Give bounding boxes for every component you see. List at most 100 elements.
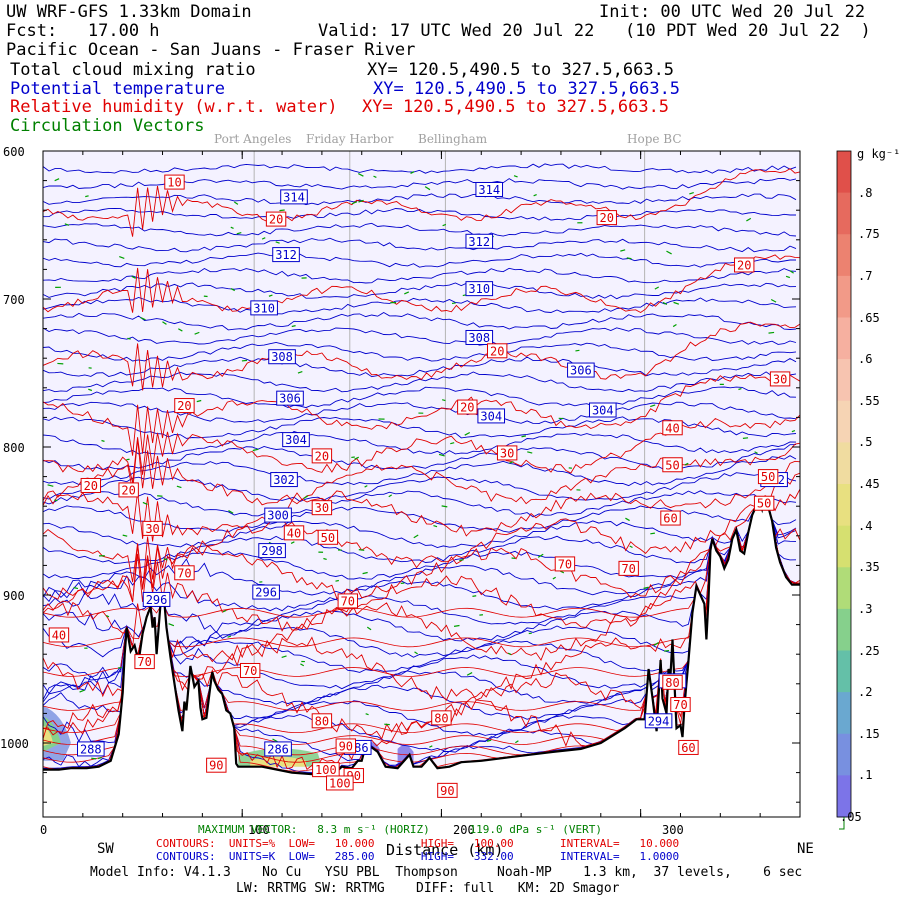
theta-contour-label: 302 (273, 473, 295, 487)
theta-contour (43, 501, 797, 548)
rh-contour-label: 30 (315, 501, 329, 515)
circulation-vector (459, 559, 464, 562)
circulation-vector (486, 739, 492, 742)
rh-contour-label-box (662, 674, 683, 690)
circulation-vector (666, 250, 672, 255)
physics-info: LW: RRTMG SW: RRTMG DIFF: full KM: 2D Sm… (236, 881, 620, 896)
circulation-vector (366, 626, 372, 631)
ne-label: NE (797, 841, 814, 857)
rh-contour-label-box (311, 713, 333, 729)
theta-contour (43, 222, 797, 237)
circulation-vector (364, 485, 368, 488)
rh-contour-label-box (437, 782, 458, 798)
theta-contour-label-box (475, 181, 504, 197)
theta-contour-label: 312 (275, 248, 297, 262)
rh-contour-label: 70 (177, 566, 191, 580)
rh-contour-label: 20 (84, 479, 98, 493)
circulation-vector (429, 745, 433, 748)
colorbar-label: .8 (858, 185, 873, 200)
circulation-vector (140, 317, 146, 321)
rh-contour-label-box (239, 662, 261, 678)
forecast-hour: Fcst: 17.00 h (6, 21, 160, 41)
rh-contour-label-box (311, 448, 333, 464)
rh-contour-label: 70 (621, 562, 635, 576)
x-tick-label: 0 (40, 823, 48, 837)
field-theta-label: Potential temperature (10, 79, 225, 99)
rh-contour-label: 70 (243, 664, 257, 678)
circulation-vector (290, 541, 295, 544)
circulation-vector (268, 294, 273, 297)
rh-contour-label: 20 (315, 449, 329, 463)
rh-contour-label-box (142, 520, 163, 536)
rh-contour-label: 100 (329, 776, 351, 790)
circulation-vector (358, 549, 365, 551)
circulation-vector (789, 270, 794, 274)
theta-contour-label: 304 (285, 433, 307, 447)
rh-contour-label-box (496, 445, 518, 461)
circulation-vector (119, 255, 125, 259)
circulation-vector (358, 199, 364, 203)
y-tick-label: 600 (3, 145, 25, 159)
x-tick-label: 200 (453, 823, 475, 837)
theta-contour (43, 490, 797, 518)
y-tick-label: 800 (3, 441, 25, 455)
rh-contour (43, 168, 800, 237)
rh-contour-label-box (80, 477, 102, 493)
rh-contour-label-box (206, 757, 227, 773)
circulation-vector (684, 462, 689, 466)
valid-time: Valid: 17 UTC Wed 20 Jul 22 (10 PDT Wed … (318, 21, 871, 41)
circulation-vector (351, 201, 358, 205)
circulation-vector (507, 652, 512, 656)
circulation-vector (176, 485, 182, 489)
circulation-vector (388, 494, 393, 498)
theta-contour-label-box (567, 362, 595, 378)
field-vectors-label: Circulation Vectors (10, 116, 205, 136)
theta-contour-label: 294 (648, 714, 670, 728)
theta-contour-label: 312 (468, 235, 490, 249)
theta-contour-label: 314 (283, 190, 305, 204)
circulation-vector (689, 191, 694, 195)
theta-contour-label: 310 (253, 301, 275, 315)
colorbar-swatch (837, 317, 851, 360)
circulation-vector (410, 171, 415, 174)
circulation-vector (131, 275, 136, 279)
colorbar-label: .5 (858, 435, 873, 450)
rh-contour-label: 60 (681, 741, 695, 755)
x-tick-label: 300 (662, 823, 684, 837)
theta-contour-label: 308 (271, 350, 293, 364)
theta-contour-label-box (282, 432, 310, 448)
field-cloud-xy: XY= 120.5,490.5 to 327.5,663.5 (367, 60, 675, 80)
circulation-vector (373, 175, 377, 179)
rh-contour-label-box (326, 775, 354, 791)
colorbar-label: .75 (858, 227, 880, 242)
rh-contour-label-box (734, 257, 755, 273)
colorbar-swatch (837, 234, 851, 277)
colorbar-swatch (837, 359, 851, 402)
colorbar-swatch (837, 400, 851, 443)
rh-contour-label: 30 (145, 522, 159, 536)
theta-contour (43, 163, 797, 174)
circulation-vector (433, 524, 438, 528)
rh-contour-label-box (487, 343, 508, 359)
rh-contour-label: 80 (315, 714, 329, 728)
rh-contour-label: 40 (665, 421, 679, 435)
rh-contour-label: 40 (52, 628, 66, 642)
colorbar-swatch (837, 608, 851, 651)
rh-contour-label: 60 (663, 512, 677, 526)
theta-contour-label-box (588, 402, 617, 418)
circulation-vector (73, 586, 79, 590)
rh-contour-label-box (618, 560, 639, 576)
rh-contour-label: 40 (287, 526, 301, 540)
max-vector-info: MAXIMUM VECTOR: 8.3 m s⁻¹ (HORIZ) 119.0 … (198, 823, 602, 836)
circulation-vector (515, 740, 519, 744)
rh-contour-label: 90 (339, 739, 353, 753)
rh-contour-label: 70 (341, 594, 355, 608)
x-tick-label: 100 (248, 823, 270, 837)
colorbar-swatch (837, 692, 851, 735)
rh-contour-label-box (660, 510, 681, 526)
theta-contour (43, 371, 797, 393)
rh-contour-label: 20 (460, 401, 474, 415)
region-title: Pacific Ocean - San Juans - Fraser River (6, 40, 416, 60)
theta-contour (43, 431, 797, 455)
